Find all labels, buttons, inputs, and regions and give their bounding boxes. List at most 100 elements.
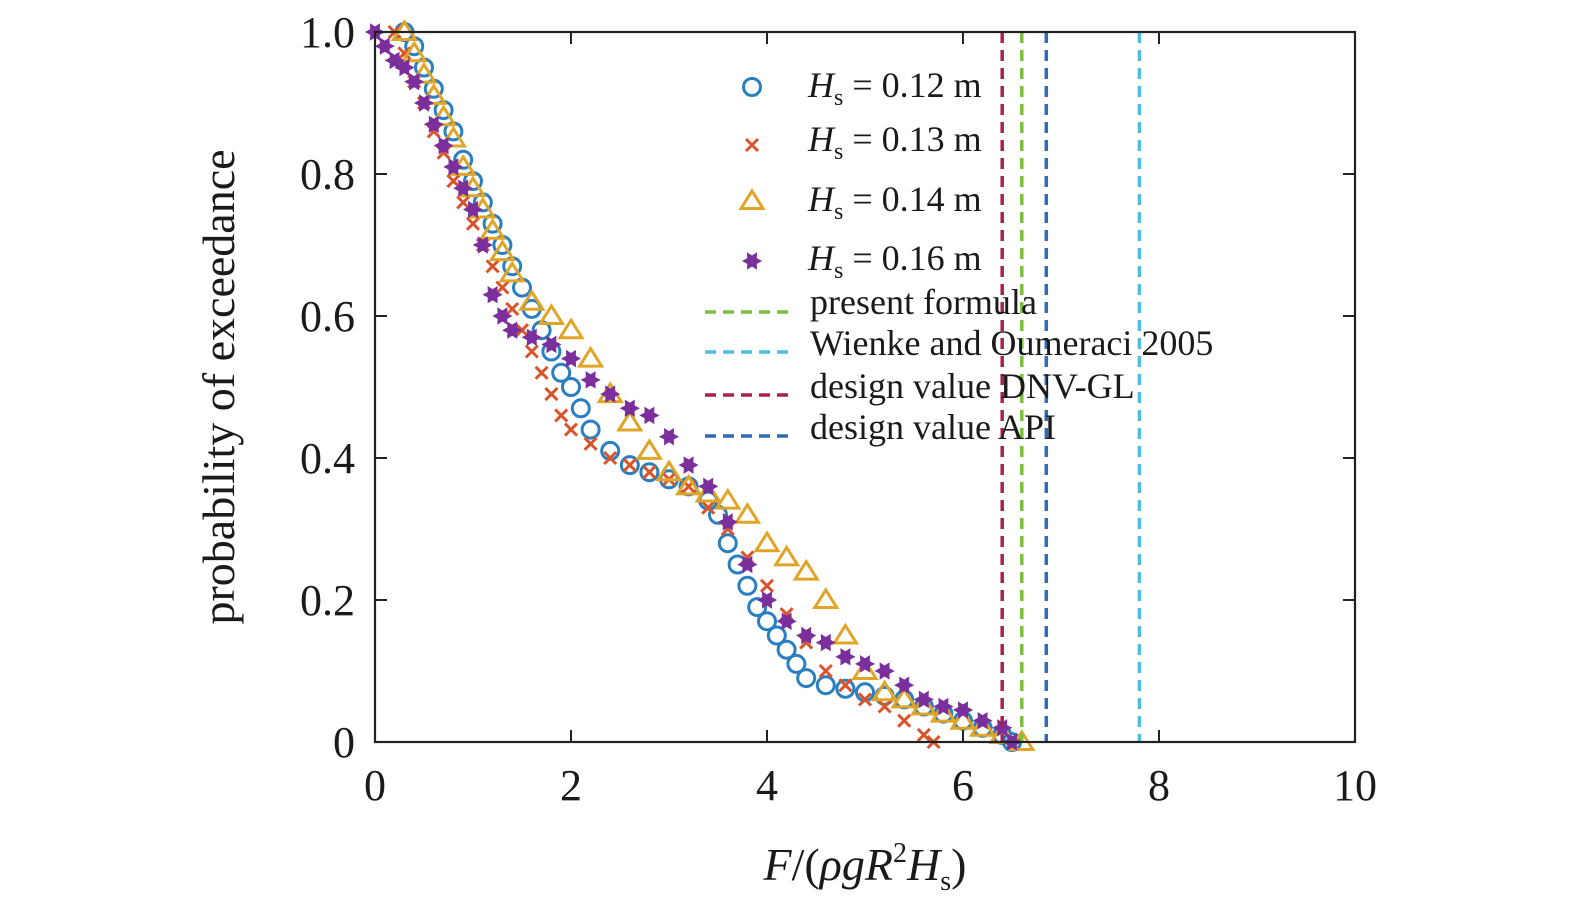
data-point <box>756 591 778 609</box>
legend-rest: = 0.14 m <box>843 179 981 219</box>
y-tick-label: 0.6 <box>300 292 355 341</box>
data-point <box>639 462 660 483</box>
data-point <box>488 239 517 262</box>
legend-entry-hs-014: Hs = 0.14 m <box>738 179 982 225</box>
x-tick-label: 4 <box>756 761 778 810</box>
data-point <box>714 487 742 510</box>
data-point <box>619 455 640 476</box>
data-point <box>838 678 853 693</box>
data-point <box>439 125 468 148</box>
data-point <box>717 513 738 531</box>
data-point <box>753 530 781 553</box>
data-point <box>583 436 598 451</box>
data-point <box>952 701 974 719</box>
data-point <box>502 321 523 339</box>
data-point <box>776 612 797 631</box>
legend-sub: s <box>834 199 843 225</box>
data-point <box>870 679 899 702</box>
y-tick-label: 0.4 <box>300 434 355 483</box>
data-point <box>874 662 895 680</box>
data-point <box>737 555 758 574</box>
legend-rest: = 0.13 m <box>843 119 981 159</box>
series-2-triangle <box>390 19 1036 751</box>
data-point <box>544 387 559 402</box>
y-tick-label: 0.2 <box>300 576 355 625</box>
data-point <box>949 707 977 730</box>
data-point <box>453 149 474 170</box>
x-tick-label: 2 <box>560 761 582 810</box>
data-point <box>413 94 435 112</box>
legend-label-hs-012: Hs = 0.12 m <box>807 65 982 111</box>
data-point <box>456 195 471 210</box>
data-point <box>916 727 931 742</box>
x-title-sup: 2 <box>893 838 907 869</box>
data-point <box>658 427 680 446</box>
data-point <box>733 501 762 524</box>
legend-marker-circle <box>742 77 762 97</box>
data-point <box>812 587 840 609</box>
data-point <box>478 217 507 240</box>
legend: Hs = 0.12 m Hs = 0.13 m Hs = 0.14 m Hs =… <box>705 65 1213 447</box>
data-point <box>600 385 621 403</box>
legend-h: H <box>807 238 836 278</box>
data-point <box>576 345 605 368</box>
data-point <box>462 200 484 219</box>
data-point <box>854 655 876 673</box>
x-axis-title: F/(ρgR2Hs) <box>763 838 967 897</box>
data-point <box>433 136 454 155</box>
data-point <box>766 625 787 646</box>
data-point <box>796 668 817 689</box>
data-point <box>831 622 860 645</box>
data-point <box>390 19 419 41</box>
legend-rest: = 0.16 m <box>843 238 981 278</box>
data-point <box>551 362 572 383</box>
legend-entry-dnv-gl: design value DNV-GL <box>705 366 1135 406</box>
legend-rest: = 0.12 m <box>843 65 981 105</box>
y-axis-title: probability of exceedance <box>193 149 244 624</box>
x-title-g: g <box>842 839 865 890</box>
legend-marker-triangle <box>738 188 766 210</box>
x-title-sub: s <box>940 866 951 897</box>
data-point <box>929 700 958 723</box>
data-point <box>521 328 542 347</box>
data-point <box>400 40 428 63</box>
data-point <box>554 408 569 423</box>
x-title-close: ) <box>951 839 966 890</box>
data-point <box>933 697 954 716</box>
reference-lines <box>1000 32 1142 742</box>
data-point <box>747 597 768 618</box>
data-point <box>890 686 918 709</box>
data-point <box>524 344 539 359</box>
legend-entry-api: design value API <box>705 407 1056 447</box>
data-point <box>534 365 549 380</box>
legend-h: H <box>807 119 836 159</box>
x-tick-label: 0 <box>364 761 386 810</box>
data-point <box>492 307 513 325</box>
x-axis: 0 2 4 6 8 10 <box>364 32 1377 810</box>
legend-sub: s <box>834 85 843 111</box>
data-point <box>446 174 461 189</box>
data-point <box>877 699 892 714</box>
data-point <box>694 480 722 503</box>
legend-label-hs-013: Hs = 0.13 m <box>807 119 982 165</box>
data-point <box>518 288 546 311</box>
data-point <box>495 280 510 295</box>
x-tick-label: 10 <box>1333 761 1377 810</box>
legend-entry-hs-013: Hs = 0.13 m <box>744 119 982 165</box>
data-point <box>443 158 464 176</box>
data-point <box>815 675 836 696</box>
legend-h: H <box>807 179 836 219</box>
data-point <box>394 58 415 77</box>
data-point <box>453 179 474 197</box>
data-point <box>560 349 582 368</box>
data-point <box>472 236 493 254</box>
y-tick-label: 0.8 <box>300 150 355 199</box>
data-point <box>757 611 777 632</box>
legend-label-present-formula: present formula <box>810 282 1037 322</box>
data-point <box>776 639 797 660</box>
data-point <box>674 473 703 496</box>
legend-entry-hs-012: Hs = 0.12 m <box>742 65 982 111</box>
data-point <box>897 713 912 728</box>
x-tick-label: 8 <box>1148 761 1170 810</box>
